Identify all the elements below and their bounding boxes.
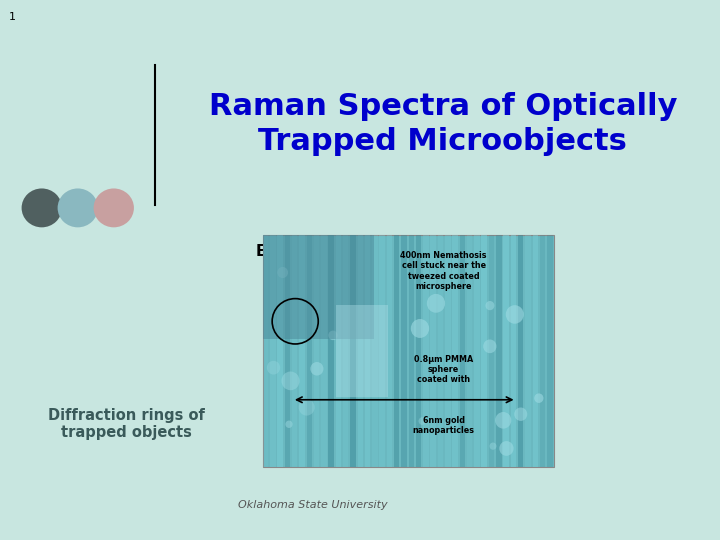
Bar xyxy=(321,235,327,467)
Bar xyxy=(263,235,269,467)
Ellipse shape xyxy=(58,188,98,227)
Bar xyxy=(431,235,436,467)
Bar xyxy=(474,235,480,467)
Bar xyxy=(394,235,400,467)
Bar xyxy=(533,235,538,467)
Bar xyxy=(445,235,451,467)
Ellipse shape xyxy=(427,294,445,313)
Ellipse shape xyxy=(483,340,497,353)
Bar xyxy=(540,235,545,467)
Bar xyxy=(401,235,407,467)
Bar xyxy=(379,235,385,467)
Ellipse shape xyxy=(285,421,292,428)
Bar xyxy=(547,235,552,467)
Bar xyxy=(350,235,356,467)
Text: 1: 1 xyxy=(9,12,16,22)
Ellipse shape xyxy=(411,319,429,338)
Bar xyxy=(358,235,363,467)
Bar xyxy=(496,235,502,467)
Bar xyxy=(387,235,392,467)
Bar xyxy=(526,235,531,467)
Text: 6nm gold
nanoparticles: 6nm gold nanoparticles xyxy=(413,416,474,435)
Ellipse shape xyxy=(277,267,288,278)
Ellipse shape xyxy=(94,188,134,227)
Bar xyxy=(459,235,465,467)
Bar xyxy=(372,235,377,467)
Bar xyxy=(423,235,428,467)
Ellipse shape xyxy=(514,408,527,421)
Bar xyxy=(518,235,523,467)
Text: Raman Spectra of Optically
Trapped Microobjects: Raman Spectra of Optically Trapped Micro… xyxy=(209,92,677,156)
Ellipse shape xyxy=(310,362,323,375)
Bar xyxy=(510,235,516,467)
Bar xyxy=(284,235,290,467)
Ellipse shape xyxy=(328,330,338,340)
Bar xyxy=(300,235,305,467)
Bar xyxy=(409,235,414,467)
Ellipse shape xyxy=(267,361,280,375)
Bar xyxy=(336,235,341,467)
Text: Diffraction rings of
trapped objects: Diffraction rings of trapped objects xyxy=(48,408,204,440)
Bar xyxy=(328,235,334,467)
Bar xyxy=(452,235,458,467)
Bar xyxy=(343,235,348,467)
Bar xyxy=(416,235,421,467)
Bar xyxy=(263,235,554,467)
Bar xyxy=(336,305,388,397)
Bar xyxy=(307,235,312,467)
Ellipse shape xyxy=(282,372,300,390)
Bar xyxy=(503,235,509,467)
Bar xyxy=(263,235,374,339)
Ellipse shape xyxy=(299,399,315,416)
Bar xyxy=(292,235,297,467)
Text: Emanuela Ene: Emanuela Ene xyxy=(256,244,377,259)
Bar xyxy=(438,235,444,467)
Text: Oklahoma State University: Oklahoma State University xyxy=(238,500,388,510)
Bar xyxy=(482,235,487,467)
Bar xyxy=(489,235,494,467)
Bar xyxy=(277,235,283,467)
Ellipse shape xyxy=(495,412,511,429)
Ellipse shape xyxy=(534,394,544,403)
Ellipse shape xyxy=(485,301,495,310)
Text: 0.8μm PMMA
sphere
coated with: 0.8μm PMMA sphere coated with xyxy=(414,355,473,384)
Ellipse shape xyxy=(418,417,426,425)
Bar xyxy=(365,235,370,467)
Ellipse shape xyxy=(490,442,497,450)
Bar xyxy=(467,235,472,467)
Ellipse shape xyxy=(499,441,513,456)
Bar xyxy=(314,235,319,467)
Bar xyxy=(270,235,276,467)
Ellipse shape xyxy=(22,188,62,227)
Ellipse shape xyxy=(505,305,523,323)
Text: 400nm Nemathosis
cell stuck near the
tweezed coated
microsphere: 400nm Nemathosis cell stuck near the twe… xyxy=(400,251,487,291)
